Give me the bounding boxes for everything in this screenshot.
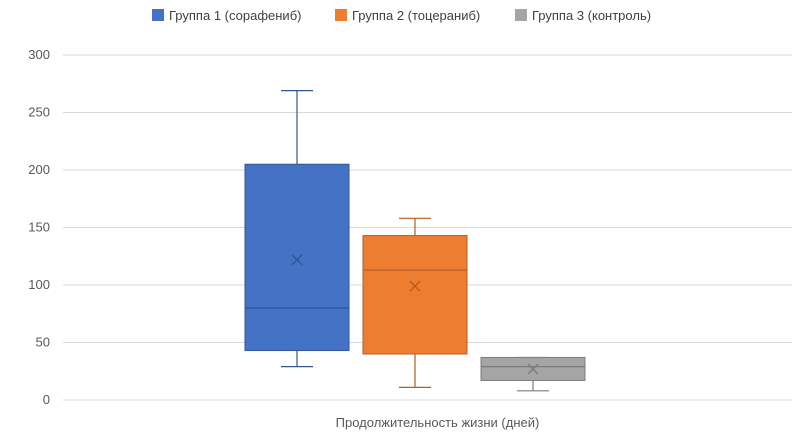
y-axis-ticks: 0 50 100 150 200 250 300 [28,47,50,407]
mean-marker-b [291,254,303,266]
legend-swatch [335,9,347,21]
legend-swatch [515,9,527,21]
legend-label: Группа 3 (контроль) [532,8,651,23]
gridlines [63,54,792,343]
box-3 [480,356,586,392]
legend-item-1: Группа 1 (сорафениб) [152,8,301,23]
box-iqr [362,235,468,355]
legend-swatch [152,9,164,21]
box-2 [362,217,468,388]
box-iqr [244,163,350,352]
y-tick-label: 200 [28,162,50,177]
boxes [244,90,586,392]
y-tick-label: 300 [28,47,50,62]
mean-marker-b [409,280,421,292]
box-1 [244,90,350,368]
x-axis-title: Продолжительность жизни (дней) [336,415,540,430]
legend-label: Группа 2 (тоцераниб) [352,8,480,23]
y-tick-label: 250 [28,105,50,120]
y-tick-label: 50 [36,335,50,350]
legend-item-3: Группа 3 (контроль) [515,8,651,23]
legend-item-2: Группа 2 (тоцераниб) [335,8,480,23]
y-tick-label: 100 [28,277,50,292]
y-tick-label: 150 [28,220,50,235]
y-tick-label: 0 [43,392,50,407]
legend: Группа 1 (сорафениб) Группа 2 (тоцераниб)… [152,8,651,23]
mean-marker-b [527,363,539,375]
legend-label: Группа 1 (сорафениб) [169,8,301,23]
